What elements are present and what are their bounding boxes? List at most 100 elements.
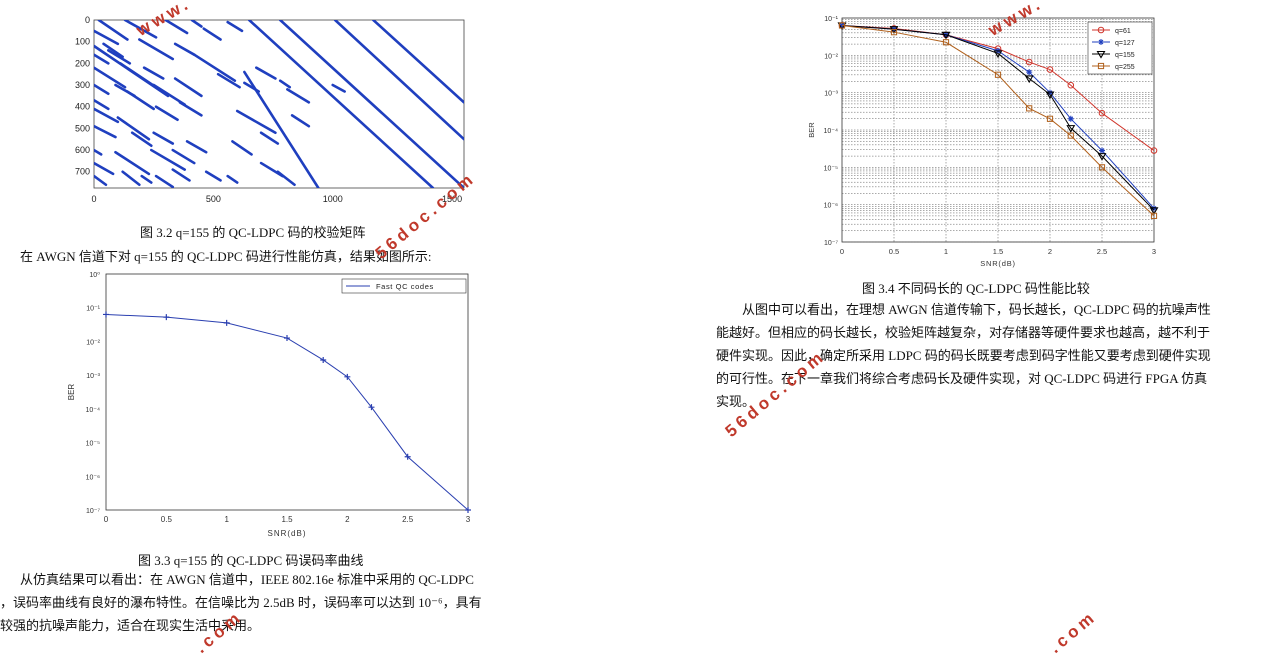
matrix-diagonal [116, 116, 151, 141]
matrix-diagonal [94, 44, 170, 98]
matrix-diagonal [94, 124, 117, 139]
y-tick-label: 500 [75, 123, 90, 133]
left-paragraph-line: 从仿真结果可以看出：在 AWGN 信道中，IEEE 802.16e 标准中采用的… [20, 572, 474, 587]
matrix-plot-area: 0 500 1000 1500 0 100 200 300 400 500 600 700 [75, 15, 465, 204]
data-point-circle [1046, 66, 1054, 73]
matrix-diagonal [204, 170, 222, 182]
data-point-square [838, 22, 846, 29]
y-tick-label: 10⁰ [89, 271, 100, 279]
matrix-diagonal [178, 101, 203, 117]
plot-frame [105, 273, 469, 511]
data-point-square [1026, 105, 1033, 112]
matrix-diagonal [190, 20, 203, 28]
y-tick-label: 10⁻³ [86, 373, 100, 380]
ber-comparison-figure: 10⁻¹ 10⁻² 10⁻³ 10⁻⁴ 10⁻⁵ 10⁻⁶ 10⁻⁷0 0.5 1 1.5 2 2.5… [807, 16, 1159, 268]
legend-label: q=127 [1115, 40, 1135, 47]
data-point-square [942, 39, 950, 46]
data-point-triangle [1024, 75, 1034, 84]
series-line [841, 24, 1155, 217]
matrix-diagonal [235, 109, 277, 135]
matrix-diagonal [290, 114, 311, 128]
legend-box [341, 278, 467, 294]
matrix-diagonal [138, 38, 175, 61]
x-tick-label: 1.5 [993, 247, 1003, 256]
series-q-255 [838, 22, 1158, 219]
matrix-diagonal [259, 131, 280, 145]
y-tick-label: 10⁻⁶ [824, 203, 838, 210]
y-tick-label: 600 [75, 145, 90, 155]
matrix-diagonal [173, 77, 203, 98]
matrix-diagonal [276, 170, 296, 187]
legend-label: Fast QC codes [376, 282, 434, 291]
matrix-diagonal [333, 20, 464, 141]
matrix-diagonal [226, 20, 244, 33]
ber-data-point [320, 356, 327, 363]
right-paragraph-line: 从图中可以看出，在理想 AWGN 信道传输下，码长越长，QC-LDPC 码的抗噪… [742, 302, 1211, 317]
matrix-diagonal [142, 66, 165, 80]
parity-check-matrix-figure: 0 500 1000 1500 0 100 200 300 400 500 600 700 [75, 15, 465, 204]
x-axis-label: SNR(dB) [980, 259, 1016, 268]
matrix-diagonal [152, 131, 175, 145]
x-tick-label: 1 [944, 247, 948, 256]
y-tick-label: 200 [75, 58, 90, 68]
x-tick-label: 1000 [323, 194, 343, 204]
data-point-triangle [941, 31, 951, 40]
matrix-entries [94, 20, 464, 188]
x-tick-label: 0 [104, 515, 109, 524]
x-tick-label: 1.5 [281, 515, 293, 524]
data-point-triangle [1097, 153, 1107, 161]
matrix-diagonal [94, 98, 110, 111]
matrix-diagonal [286, 88, 311, 104]
y-tick-label: 0 [85, 15, 90, 25]
data-point-star [1098, 39, 1104, 45]
x-tick-label: 3 [1152, 247, 1156, 256]
matrix-diagonal [226, 174, 239, 184]
data-point-square [994, 71, 1002, 78]
data-point-triangle [1066, 125, 1076, 133]
data-point-square [1097, 62, 1105, 70]
ber-data-point [284, 335, 290, 342]
x-tick-label: 2.5 [1097, 247, 1107, 256]
right-paragraph-line: 硬件实现。因此，确定所采用 LDPC 码的码长既要考虑到码字性能又要考虑到硬件实… [716, 348, 1211, 363]
x-tick-label: 1 [224, 515, 229, 524]
data-point-triangle [1149, 207, 1159, 215]
ber-data-point [465, 507, 471, 513]
y-tick-label: 10⁻⁵ [86, 441, 100, 448]
matrix-diagonal [255, 66, 277, 80]
matrix-diagonal [202, 27, 222, 41]
data-point-triangle [1096, 50, 1106, 59]
left-paragraph-line: ，误码率曲线有良好的瀑布特性。在信噪比为 2.5dB 时，误码率可以达到 10⁻… [0, 595, 482, 610]
ber-plot-area: 10⁰ 10⁻¹ 10⁻² 10⁻³ 10⁻⁴ 10⁻⁵ 10⁻⁶ 10⁻⁷ 0 0.5 1 1.5 2… [67, 271, 471, 538]
matrix-diagonal [126, 90, 155, 111]
data-point-circle [1097, 26, 1105, 34]
data-point-circle [1098, 109, 1106, 117]
figure-3-4-caption: 图 3.4 不同码长的 QC-LDPC 码性能比较 [862, 281, 1090, 296]
y-tick-label: 10⁻¹ [824, 16, 838, 23]
y-tick-label: 400 [75, 102, 90, 112]
y-tick-label: 10⁻² [824, 53, 838, 60]
ber-curve-figure: 10⁰ 10⁻¹ 10⁻² 10⁻³ 10⁻⁴ 10⁻⁵ 10⁻⁶ 10⁻⁷ 0 0.5 1 1.5 2… [67, 271, 471, 538]
matrix-diagonal [192, 53, 237, 82]
matrix-diagonal [121, 170, 141, 187]
matrix-diagonal [114, 150, 151, 176]
y-tick-label: 10⁻⁷ [86, 508, 100, 515]
matrix-diagonal [185, 140, 208, 154]
x-axis-label: SNR(dB) [267, 529, 306, 538]
matrix-diagonal [94, 148, 103, 156]
matrix-diagonal [149, 148, 187, 171]
ber-data-point [223, 319, 230, 326]
x-tick-label: 3 [466, 515, 471, 524]
legend-label: q=155 [1115, 52, 1135, 59]
comparison-plot-area: 10⁻¹ 10⁻² 10⁻³ 10⁻⁴ 10⁻⁵ 10⁻⁶ 10⁻⁷0 0.5 1 1.5 2 2.5… [807, 16, 1159, 268]
right-paragraph-line: 的可行性。在下一章我们将综合考虑码长及硬件实现，对 QC-LDPC 码进行 FP… [716, 371, 1208, 386]
y-tick-label: 10⁻³ [824, 91, 838, 98]
y-tick-label: 10⁻⁴ [824, 128, 839, 135]
data-point-square [1150, 212, 1158, 219]
matrix-diagonal [247, 20, 435, 188]
x-tick-label: 2 [345, 515, 350, 524]
matrix-diagonal [371, 20, 464, 104]
series-line [841, 24, 1155, 211]
y-tick-label: 10⁻⁶ [86, 474, 100, 481]
matrix-diagonal [278, 79, 292, 89]
y-tick-label: 10⁻² [86, 339, 100, 346]
